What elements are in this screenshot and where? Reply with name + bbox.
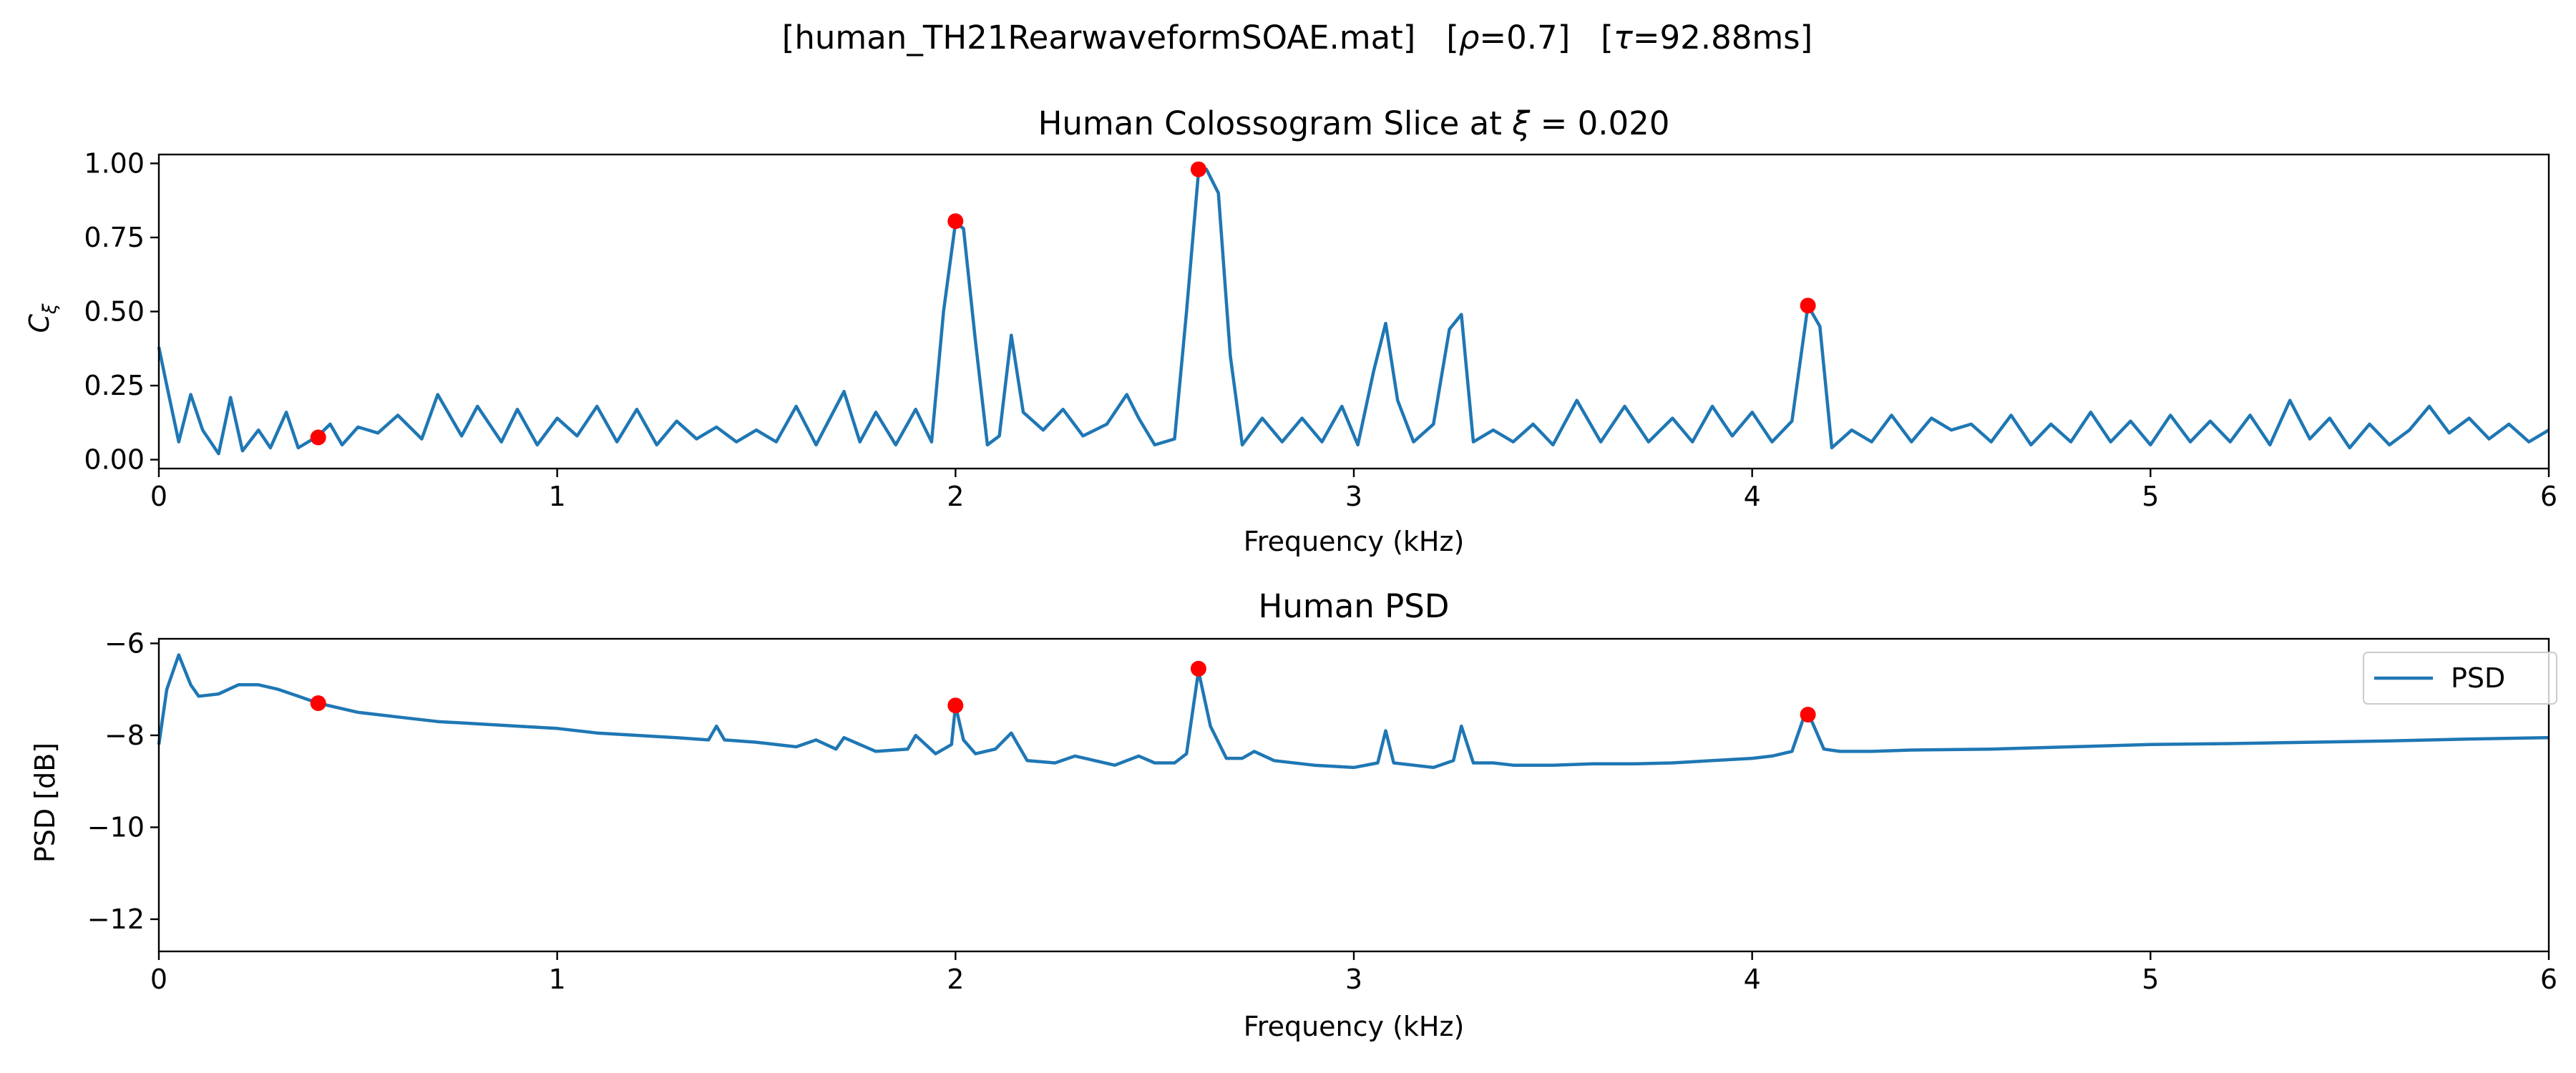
colossogram-x-tick-label: 2	[947, 481, 964, 512]
colossogram-y-label-sub: ξ	[39, 303, 61, 315]
psd-series-line-0	[157, 653, 2550, 770]
suptitle-tau-symbol: τ	[1614, 19, 1634, 57]
suptitle-file: [human_TH21RearwaveformSOAE.mat]	[782, 19, 1416, 57]
psd-y-label: PSD [dB]	[29, 743, 61, 863]
psd-title: Human PSD	[1259, 587, 1450, 625]
psd-x-tick-label: 1	[549, 964, 566, 995]
psd-peak-marker	[1190, 660, 1206, 677]
colossogram-y-label: Cξ	[24, 303, 61, 333]
colossogram-peak-marker	[1800, 298, 1816, 314]
psd-y-tick-label: −6	[104, 627, 145, 659]
psd-plot-area	[157, 653, 2550, 770]
psd-x-tick-label: 5	[2142, 964, 2159, 995]
colossogram-y-tick-label: 0.00	[84, 444, 145, 476]
colossogram-peak-marker	[310, 429, 326, 446]
colossogram-axes: Human Colossogram Slice at ξ = 0.020 0 1 2…	[24, 104, 2557, 557]
suptitle-tau-open: [	[1570, 19, 1613, 57]
colossogram-title-xi: ξ	[1511, 104, 1531, 142]
colossogram-y-label-main: C	[24, 314, 55, 333]
colossogram-title-suffix: = 0.020	[1530, 104, 1669, 142]
psd-peak-marker	[310, 695, 326, 711]
psd-legend: PSD	[2363, 652, 2557, 705]
colossogram-x-tick-label: 1	[549, 481, 566, 512]
colossogram-x-tick-label: 4	[1744, 481, 1761, 512]
colossogram-y-tick-label: 0.50	[84, 296, 145, 328]
psd-y-tick-label: −12	[87, 903, 145, 935]
psd-y-ticks: −12 −10 −8 −6	[87, 627, 159, 935]
psd-y-tick-label: −8	[104, 720, 145, 751]
colossogram-peak-marker	[1190, 161, 1206, 177]
psd-x-tick-label: 4	[1744, 964, 1761, 995]
colossogram-x-tick-label: 3	[1345, 481, 1362, 512]
colossogram-peak-marker	[947, 213, 964, 230]
colossogram-title-prefix: Human Colossogram Slice at	[1038, 104, 1513, 142]
colossogram-x-tick-label: 5	[2142, 481, 2159, 512]
colossogram-plot-area	[157, 161, 2550, 456]
colossogram-title: Human Colossogram Slice at ξ = 0.020	[1038, 104, 1670, 142]
suptitle-tau-value: =92.88ms]	[1633, 19, 1813, 57]
psd-axes: Human PSD 0 1 2 3 4 5 6 −12 −10 −8 −6 Frequency (…	[29, 587, 2557, 1042]
suptitle-rho-open: [	[1415, 19, 1458, 57]
colossogram-series-line-0	[157, 167, 2550, 456]
suptitle-rho-symbol: ρ	[1459, 19, 1480, 57]
psd-frame	[157, 637, 2550, 953]
psd-peak-marker	[947, 697, 964, 714]
colossogram-y-tick-label: 0.75	[84, 222, 145, 253]
psd-legend-label: PSD	[2451, 662, 2505, 694]
colossogram-y-tick-label: 0.25	[84, 370, 145, 401]
psd-peak-marker	[1800, 707, 1816, 722]
colossogram-y-ticks: 0.00 0.25 0.50 0.75 1.00	[84, 147, 159, 476]
suptitle-rho-value: =0.7]	[1479, 19, 1570, 57]
psd-x-ticks: 0 1 2 3 4 5 6	[150, 951, 2557, 995]
psd-x-tick-label: 0	[150, 964, 167, 995]
figure-suptitle: [human_TH21RearwaveformSOAE.mat] [ρ=0.7]…	[782, 19, 1813, 57]
colossogram-x-ticks: 0 1 2 3 4 5 6	[150, 469, 2557, 512]
colossogram-x-tick-label: 0	[150, 481, 167, 512]
psd-x-label: Frequency (kHz)	[1244, 1011, 1465, 1042]
psd-x-tick-label: 3	[1345, 964, 1362, 995]
colossogram-x-label: Frequency (kHz)	[1244, 526, 1465, 557]
colossogram-x-tick-label: 6	[2540, 481, 2557, 512]
colossogram-y-tick-label: 1.00	[84, 147, 145, 179]
psd-x-tick-label: 2	[947, 964, 964, 995]
colossogram-frame	[157, 153, 2550, 470]
psd-x-tick-label: 6	[2540, 964, 2557, 995]
psd-legend-box	[2363, 652, 2557, 705]
psd-y-tick-label: −10	[87, 811, 145, 843]
